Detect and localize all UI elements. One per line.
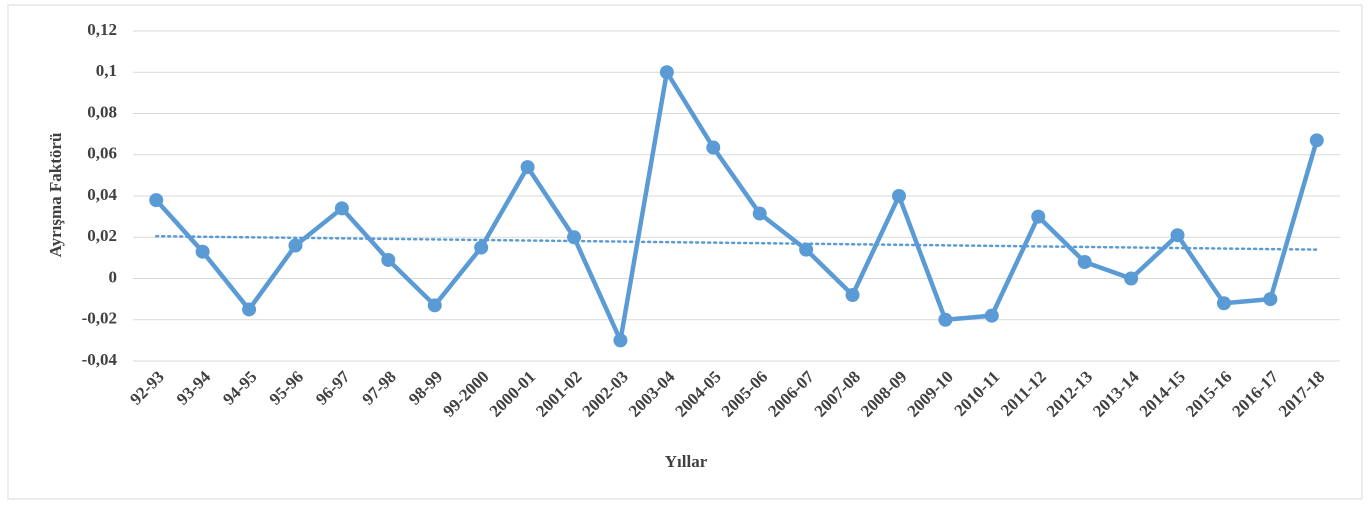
point: [613, 333, 628, 348]
point: [845, 288, 860, 302]
point: [706, 140, 721, 155]
point: [1309, 133, 1324, 148]
y-axis-title: Ayrışma Faktörü: [46, 133, 65, 258]
point: [1263, 292, 1278, 307]
point: [1031, 209, 1046, 224]
y-tick-label: -0,04: [82, 350, 118, 369]
line: [154, 70, 1319, 343]
point: [1077, 255, 1092, 269]
point: [288, 238, 303, 253]
y-tick-label: 0,1: [96, 61, 117, 80]
point: [659, 65, 674, 80]
x-axis-title: Yıllar: [665, 452, 708, 471]
point: [567, 230, 582, 245]
point: [427, 298, 442, 313]
point: [891, 189, 906, 203]
y-tick-label: -0,02: [82, 309, 117, 328]
point: [195, 244, 210, 259]
point: [334, 201, 349, 216]
point: [752, 206, 767, 221]
point: [242, 302, 257, 317]
point: [1124, 271, 1139, 286]
point: [1170, 228, 1185, 243]
point: [938, 312, 953, 327]
point: [149, 193, 164, 208]
y-tick-label: 0,12: [87, 20, 117, 39]
y-tick-label: 0: [109, 267, 118, 286]
point: [984, 308, 999, 323]
trendline: [154, 234, 1319, 251]
y-tick-label: 0,08: [87, 102, 117, 121]
point: [1216, 296, 1231, 311]
y-tick-label: 0,02: [87, 226, 117, 245]
point: [799, 242, 814, 257]
point: [520, 160, 535, 175]
y-tick-label: 0,04: [87, 185, 117, 204]
chart-frame: [7, 4, 1363, 500]
point: [381, 252, 396, 267]
point: [474, 240, 489, 255]
y-tick-label: 0,06: [87, 144, 117, 163]
